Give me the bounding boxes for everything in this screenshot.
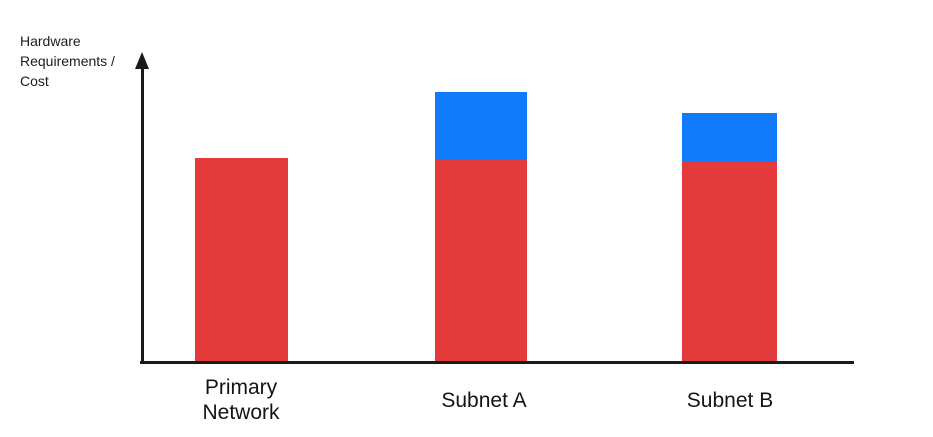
- bar-segment-blue-2: [682, 113, 777, 161]
- bar-segment-blue-1: [435, 92, 527, 160]
- category-label-subnet-a: Subnet A: [441, 388, 527, 412]
- bar-segment-red-1: [435, 160, 527, 361]
- y-axis-line: [141, 60, 144, 363]
- bar-segment-red-0: [195, 158, 288, 361]
- x-axis-line: [140, 361, 854, 364]
- category-label-primary-network: Primary Network: [202, 376, 280, 424]
- category-label-subnet-b: Subnet B: [686, 388, 774, 412]
- bar-segment-red-2: [682, 161, 777, 361]
- y-axis-label: Hardware Requirements / Cost: [20, 33, 115, 89]
